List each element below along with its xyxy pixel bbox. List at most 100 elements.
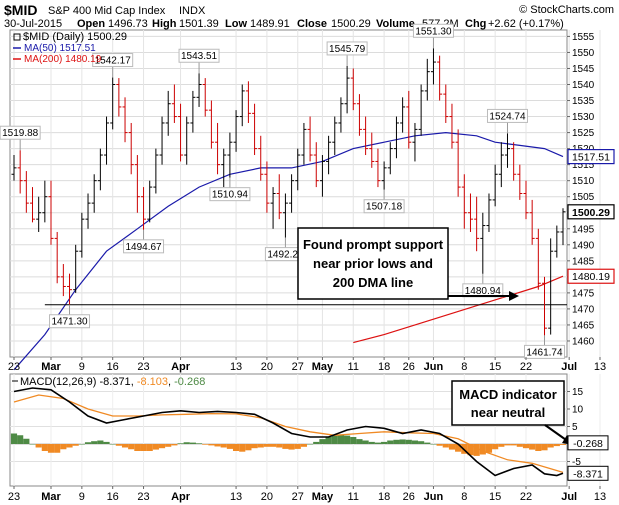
macd-x-axis: 23 Mar 9 16 23 Apr 13 20 27 May 11 18 26 Jun 8 15 22 Jul 1…: [8, 486, 606, 503]
macd-histogram-bar: [109, 444, 116, 445]
macd-histogram-bar: [344, 435, 351, 444]
x-tick-label: 18: [378, 361, 390, 373]
macd-histogram-bar: [331, 435, 338, 444]
macd-histogram-bar: [350, 437, 357, 444]
macd-histogram-bar: [313, 441, 320, 444]
macd-histogram-bar: [430, 444, 437, 445]
price-y-tick-label: 1550: [572, 48, 595, 59]
macd-histogram-bar: [115, 444, 122, 446]
price-labels: 1519.88 1471.30 1542.17 1494.67 1543.51 1510.…: [0, 23, 565, 359]
macd-histogram-bar: [411, 440, 419, 444]
ohlc-bar: [430, 48, 436, 85]
close-value: 1500.29: [331, 18, 371, 30]
x-tick-label: 11: [348, 491, 359, 503]
x-tick-label: 22: [520, 491, 532, 503]
ohlc-bar: [289, 174, 295, 213]
macd-histogram-bar: [195, 443, 203, 444]
macd-signal-line: [13, 394, 564, 474]
ohlc-bar: [418, 84, 424, 136]
x-tick-label: 23: [8, 361, 20, 373]
ohlc-bar: [480, 212, 486, 274]
ohlc-bar: [332, 116, 338, 156]
price-label-text: 1545.79: [329, 44, 366, 55]
ohlc-bar: [104, 116, 110, 165]
price-label-box: [412, 23, 454, 38]
macd-histogram-bar: [226, 444, 233, 449]
macd-histogram-bar: [232, 444, 240, 451]
macd-histogram-bar: [10, 433, 18, 444]
ohlc-bar: [554, 225, 560, 258]
volume-label: Volume: [376, 18, 415, 30]
price-label-box: [326, 41, 368, 56]
x-tick-label: 9: [79, 491, 85, 503]
macd-histogram-bar: [516, 444, 523, 447]
x-tick-label: 16: [107, 361, 119, 373]
macd-histogram-bar: [263, 444, 270, 447]
legend-ma50: MA(50) 1517.51: [24, 43, 96, 54]
ohlc-bar: [541, 276, 547, 336]
ohlc-bar: [356, 94, 362, 136]
x-tick-label: Mar: [41, 361, 61, 373]
macd-y-tick-label: 15: [572, 387, 584, 398]
exchange: INDX: [179, 5, 206, 17]
close-tag-box: [567, 204, 615, 220]
price-label-box: [486, 108, 528, 123]
macd-histogram-bar: [535, 444, 542, 451]
ohlc-bar: [443, 84, 449, 123]
ohlc-bar: [504, 133, 510, 168]
ohlc-bar: [221, 148, 227, 188]
price-label-text: 1542.17: [95, 56, 132, 67]
price-label-text: 1494.67: [125, 242, 162, 253]
price-y-tick-label: 1555: [572, 32, 595, 43]
macd-histogram-bar: [387, 440, 394, 444]
macd-histogram-bar: [393, 439, 400, 444]
ohlc-bar: [208, 100, 214, 149]
macd-histogram-bar: [29, 444, 36, 445]
macd-histogram-bar: [368, 441, 375, 444]
macd-histogram-bar: [467, 444, 474, 456]
x-tick-label: 11: [348, 361, 359, 373]
ohlc-bar: [196, 73, 202, 107]
macd-legend-label: MACD(12,26,9) -8.371, -8.103, -0.268: [20, 376, 205, 388]
macd-hist-tag-box: [567, 435, 609, 451]
ohlc-bar: [319, 155, 325, 197]
macd-histogram-bar: [510, 444, 517, 446]
macd-y-tick-label: -5: [572, 457, 581, 468]
ohlc-bar: [523, 180, 529, 220]
macd-histogram-bar: [60, 444, 67, 450]
ohlc-bar: [30, 187, 36, 223]
ohlc-bar: [227, 132, 233, 178]
macd-histogram-bar: [362, 440, 369, 444]
ohlc-bar: [110, 77, 116, 130]
open-value: 1496.73: [108, 18, 148, 30]
macd-histogram-bar: [177, 443, 184, 444]
macd-histogram-bar: [17, 435, 24, 444]
price-panel: [9, 29, 568, 358]
ohlc-bar: [233, 110, 239, 152]
x-tick-label: 23: [137, 491, 149, 503]
x-tick-label: Jun: [424, 491, 444, 503]
price-y-tick-label: 1525: [572, 128, 595, 139]
macd-histogram-bar: [405, 439, 412, 444]
moving-averages: [13, 131, 564, 371]
ohlc-bar: [270, 187, 276, 229]
price-y-tick-label: 1460: [572, 336, 595, 347]
ohlc-bar: [79, 212, 85, 258]
ma50-tag-text: 1517.51: [572, 152, 610, 164]
macd-annotation-line-1: MACD indicator: [459, 387, 557, 402]
ohlc-bar: [42, 180, 48, 223]
ohlc-bar: [492, 164, 498, 207]
open-label: Open: [77, 18, 105, 30]
price-label-box: [363, 199, 405, 214]
legend-series-icon: [13, 33, 21, 41]
macd-annotation-line-2: near neutral: [471, 405, 545, 420]
price-label: 1510.94: [209, 177, 251, 202]
price-bars: [11, 48, 566, 336]
x-tick-label: 20: [261, 491, 273, 503]
price-label: 1494.67: [123, 229, 165, 254]
ohlc-bar: [23, 171, 29, 213]
price-y-tick-label: 1535: [572, 96, 595, 107]
copyright: © StockCharts.com: [519, 4, 614, 16]
macd-histogram-bar: [54, 444, 61, 453]
